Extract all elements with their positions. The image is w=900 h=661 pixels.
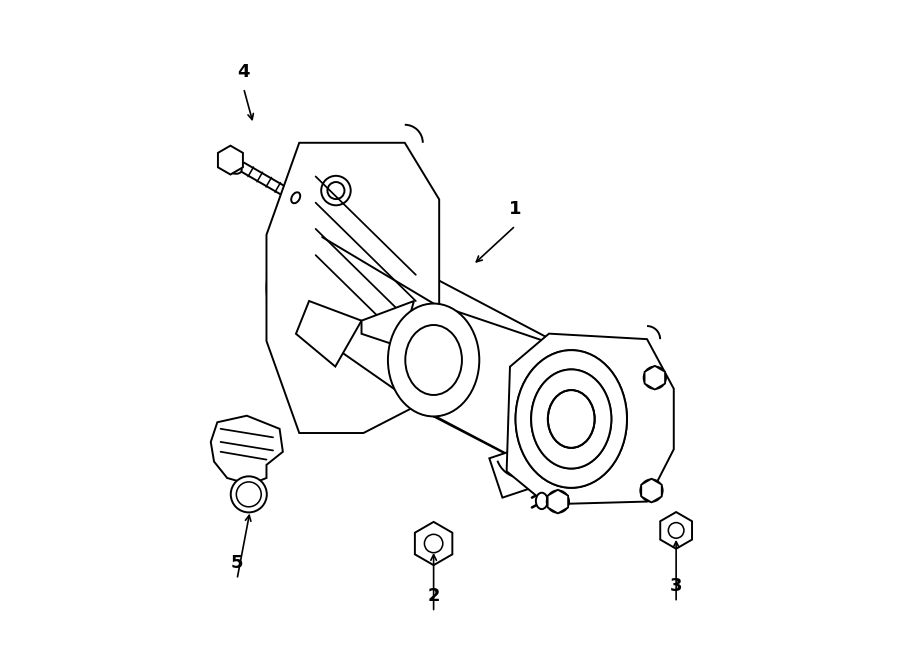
Ellipse shape [581,441,590,453]
Polygon shape [362,301,414,347]
Ellipse shape [508,342,634,496]
Text: 3: 3 [670,577,682,595]
Polygon shape [642,479,662,502]
Polygon shape [415,522,453,565]
Ellipse shape [546,490,569,513]
Polygon shape [296,301,362,367]
Ellipse shape [640,479,662,502]
Ellipse shape [230,477,266,512]
Polygon shape [507,334,674,504]
Polygon shape [218,145,243,175]
Ellipse shape [556,459,567,473]
Ellipse shape [536,492,548,509]
Ellipse shape [388,303,480,416]
Ellipse shape [292,192,301,203]
Ellipse shape [321,176,351,206]
Polygon shape [211,416,283,485]
Ellipse shape [516,350,627,488]
Ellipse shape [266,219,378,357]
Polygon shape [490,446,542,498]
Ellipse shape [572,473,580,487]
Ellipse shape [531,369,611,469]
Ellipse shape [531,369,611,469]
Polygon shape [548,490,568,514]
Text: 4: 4 [238,63,250,81]
Text: 2: 2 [428,587,440,605]
Ellipse shape [516,350,627,488]
Text: 5: 5 [230,554,243,572]
Polygon shape [266,143,439,433]
Ellipse shape [405,325,462,395]
Ellipse shape [220,157,242,174]
Ellipse shape [644,367,666,389]
Polygon shape [661,512,692,549]
Text: 1: 1 [509,200,522,218]
Polygon shape [644,366,665,389]
